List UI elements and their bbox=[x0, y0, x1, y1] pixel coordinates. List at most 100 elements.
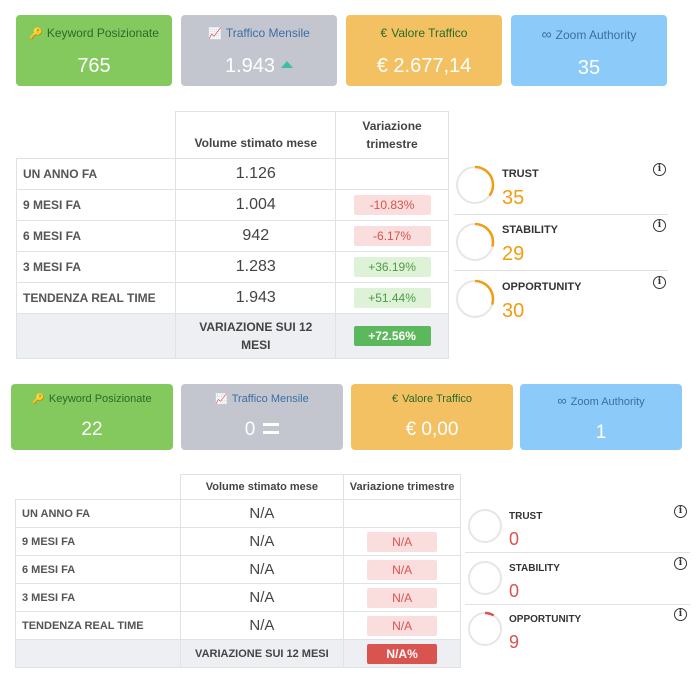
metric-name: OPPORTUNITY bbox=[509, 614, 582, 625]
value-card: € Valore Traffico € 2.677,14 bbox=[346, 15, 502, 86]
row-volume: 1.004 bbox=[175, 189, 337, 221]
authority-card-title: Zoom Authority bbox=[555, 28, 637, 42]
volume-table-1: Volume stimato mese Variazione trimestre… bbox=[15, 111, 449, 359]
divider bbox=[454, 270, 668, 271]
info-icon[interactable]: i bbox=[653, 276, 666, 289]
trend-up-icon bbox=[281, 61, 294, 69]
keyword-card: 🔑 Keyword Posizionate 765 bbox=[16, 15, 172, 86]
chart-icon: 📈 bbox=[215, 394, 228, 405]
divider bbox=[454, 214, 668, 215]
metric-stability-1: STABILITY 29 i bbox=[454, 218, 669, 270]
value-card-value: € 2.677,14 bbox=[376, 55, 472, 77]
keyword-card: 🔑 Keyword Posizionate 22 bbox=[11, 384, 173, 450]
table-row: 6 MESI FA 942 -6.17% bbox=[15, 220, 449, 252]
row-label: 9 MESI FA bbox=[15, 527, 181, 556]
col-variation: Variazione trimestre bbox=[335, 111, 449, 159]
metric-name: TRUST bbox=[509, 511, 543, 522]
row-variation bbox=[343, 499, 461, 528]
key-icon: 🔑 bbox=[29, 28, 43, 40]
authority-card: ∞ Zoom Authority 1 bbox=[520, 384, 682, 450]
keyword-card-value: 22 bbox=[81, 419, 103, 440]
stability-gauge bbox=[468, 561, 502, 595]
gauge-track bbox=[468, 509, 502, 543]
row-volume: 1.126 bbox=[175, 158, 337, 190]
row-volume: N/A bbox=[179, 499, 345, 528]
variation-badge: N/A bbox=[367, 615, 438, 636]
info-icon[interactable]: i bbox=[674, 505, 687, 518]
variation-badge: N/A bbox=[367, 587, 438, 608]
stability-gauge bbox=[455, 222, 495, 262]
metric-value: 0 bbox=[509, 581, 520, 601]
trust-gauge bbox=[455, 165, 495, 205]
table-footer: VARIAZIONE SUI 12 MESI +72.56% bbox=[15, 313, 449, 359]
traffic-card-title: Traffico Mensile bbox=[231, 393, 309, 405]
row-variation bbox=[335, 158, 449, 190]
gauge-fill bbox=[455, 165, 495, 205]
metric-opportunity-1: OPPORTUNITY 30 i bbox=[454, 275, 669, 327]
variation-badge: -10.83% bbox=[353, 195, 431, 215]
row-label: TENDENZA REAL TIME bbox=[15, 282, 177, 314]
authority-card-value: 35 bbox=[577, 57, 601, 79]
row-volume: 1.943 bbox=[175, 282, 337, 314]
metric-opportunity-2: OPPORTUNITY 9 i bbox=[465, 607, 690, 655]
footer-label: VARIAZIONE SUI 12 MESI bbox=[175, 313, 337, 359]
infinity-icon: ∞ bbox=[557, 393, 567, 408]
info-icon[interactable]: i bbox=[674, 608, 687, 621]
value-card-title: Valore Traffico bbox=[402, 393, 473, 405]
table-row: 3 MESI FA 1.283 +36.19% bbox=[15, 251, 449, 283]
euro-icon: € bbox=[391, 393, 399, 405]
key-icon: 🔑 bbox=[32, 394, 45, 405]
table-row: 3 MESI FA N/A N/A bbox=[15, 583, 461, 612]
table-row: 6 MESI FA N/A N/A bbox=[15, 555, 461, 584]
table-header: Volume stimato mese Variazione trimestre bbox=[16, 111, 449, 159]
keyword-card-title: Keyword Posizionate bbox=[48, 393, 152, 405]
info-icon[interactable]: i bbox=[674, 557, 687, 570]
metric-value: 30 bbox=[502, 300, 525, 322]
row-label: 6 MESI FA bbox=[15, 220, 177, 252]
row-volume: N/A bbox=[179, 555, 345, 584]
traffic-card: 📈 Traffico Mensile 1.943 bbox=[181, 15, 337, 86]
row-volume: N/A bbox=[179, 611, 345, 640]
metric-value: 0 bbox=[509, 529, 520, 549]
gauge-fill bbox=[455, 222, 495, 262]
col-volume: Volume stimato mese bbox=[179, 474, 345, 500]
footer-variation-badge: N/A% bbox=[367, 643, 438, 664]
table-header: Volume stimato mese Variazione trimestre bbox=[15, 474, 461, 500]
footer-label: VARIAZIONE SUI 12 MESI bbox=[179, 639, 345, 668]
trend-flat-icon bbox=[263, 423, 280, 435]
metric-name: STABILITY bbox=[502, 224, 559, 236]
keyword-card-value: 765 bbox=[77, 55, 111, 77]
variation-badge: -6.17% bbox=[353, 226, 431, 246]
chart-icon: 📈 bbox=[208, 28, 222, 40]
metric-name: STABILITY bbox=[509, 563, 560, 574]
metric-trust-2: TRUST 0 i bbox=[465, 504, 690, 552]
metric-value: 29 bbox=[502, 243, 525, 265]
metric-trust-1: TRUST 35 i bbox=[454, 162, 669, 214]
table-footer: VARIAZIONE SUI 12 MESI N/A% bbox=[15, 639, 461, 668]
gauge-track bbox=[468, 612, 502, 646]
variation-badge: N/A bbox=[367, 531, 438, 552]
info-icon[interactable]: i bbox=[653, 219, 666, 232]
row-label: UN ANNO FA bbox=[15, 158, 177, 190]
row-volume: 942 bbox=[175, 220, 337, 252]
volume-table-2: Volume stimato mese Variazione trimestre… bbox=[15, 474, 461, 668]
metric-stability-2: STABILITY 0 i bbox=[465, 556, 690, 604]
row-volume: N/A bbox=[179, 527, 345, 556]
opportunity-gauge bbox=[455, 279, 495, 319]
metric-value: 35 bbox=[502, 187, 525, 209]
info-icon[interactable]: i bbox=[653, 163, 666, 176]
table-row: UN ANNO FA N/A bbox=[15, 499, 461, 528]
variation-badge: +51.44% bbox=[353, 288, 431, 308]
row-volume: N/A bbox=[179, 583, 345, 612]
row-label: TENDENZA REAL TIME bbox=[15, 611, 181, 640]
authority-card-title: Zoom Authority bbox=[570, 396, 645, 408]
footer-variation-badge: +72.56% bbox=[353, 326, 431, 346]
row-label: UN ANNO FA bbox=[15, 499, 181, 528]
gauge-fill bbox=[467, 611, 503, 647]
traffic-card: 📈 Traffico Mensile 0 bbox=[181, 384, 343, 450]
authority-card-value: 1 bbox=[595, 422, 607, 443]
metric-value: 9 bbox=[509, 632, 520, 652]
row-label: 3 MESI FA bbox=[15, 251, 177, 283]
value-card-title: Valore Traffico bbox=[391, 26, 468, 40]
traffic-card-value: 0 bbox=[244, 419, 256, 440]
